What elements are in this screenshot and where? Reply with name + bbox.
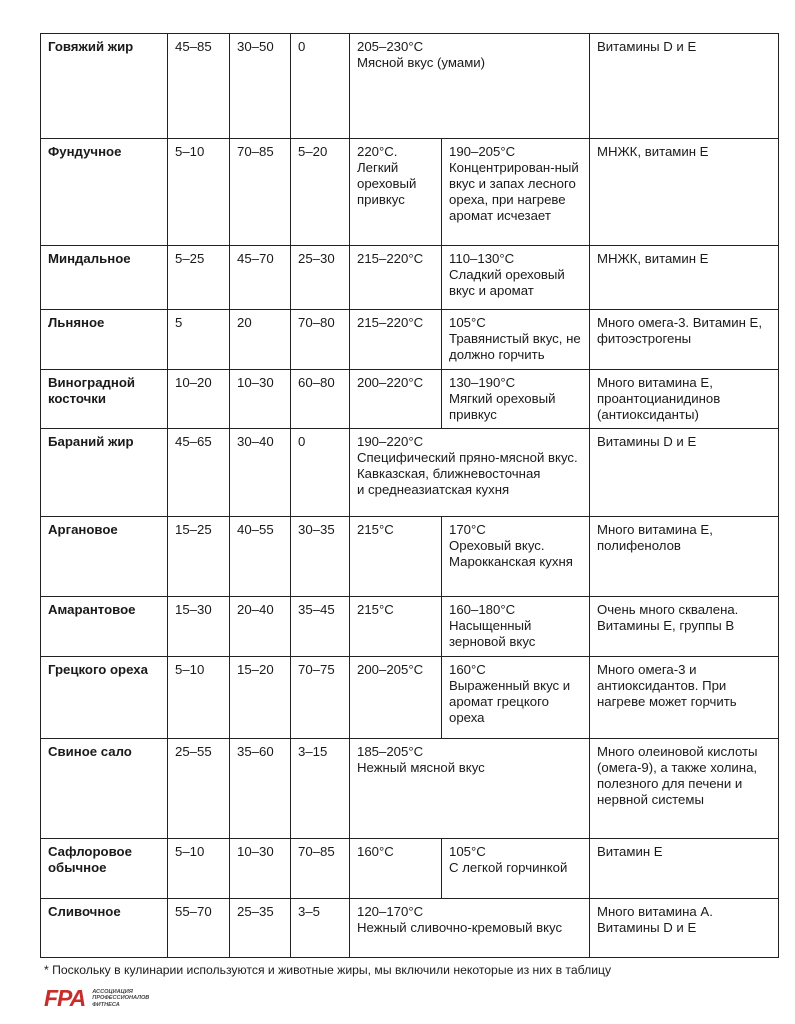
cell-sat: 5–10 (167, 656, 230, 739)
table-row: Говяжий жир 45–85 30–50 0 205–230°C Мясной в… (40, 33, 779, 139)
cell-temp2: 110–130°C Сладкий ореховый вкус и аромат (441, 245, 590, 310)
cell-poly: 5–20 (290, 138, 350, 246)
cell-temp1: 215°C (349, 516, 442, 597)
cell-poly: 3–5 (290, 898, 350, 958)
cell-name: Аргановое (40, 516, 168, 597)
cell-name: Свиное сало (40, 738, 168, 839)
cell-notes: Много омега-3. Витамин E, фитоэстрогены (589, 309, 779, 370)
cell-sat: 5 (167, 309, 230, 370)
cell-poly: 70–75 (290, 656, 350, 739)
cell-notes: Много витамина E, проантоцианидинов (ант… (589, 369, 779, 429)
cell-temp2: 105°C Травянистый вкус, не должно горчит… (441, 309, 590, 370)
cell-name: Миндальное (40, 245, 168, 310)
table-row: Льняное 5 20 70–80 215–220°C 105°C Травянисты… (40, 309, 779, 370)
cell-poly: 25–30 (290, 245, 350, 310)
cell-temp1: 215°C (349, 596, 442, 657)
footnote: * Поскольку в кулинарии используются и ж… (44, 963, 612, 977)
cell-poly: 0 (290, 428, 350, 517)
cell-temp-merged: 120–170°C Нежный сливочно-кремовый вкус (349, 898, 590, 958)
cell-sat: 25–55 (167, 738, 230, 839)
cell-temp-merged: 185–205°C Нежный мясной вкус (349, 738, 590, 839)
table-row: Аргановое 15–25 40–55 30–35 215°C 170°C Орехо… (40, 516, 779, 597)
cell-temp1: 200–205°C (349, 656, 442, 739)
cell-poly: 30–35 (290, 516, 350, 597)
table-row: Бараний жир 45–65 30–40 0 190–220°C Специфич… (40, 428, 779, 517)
cell-mono: 45–70 (229, 245, 291, 310)
cell-temp2: 160°C Выраженный вкус и аромат грецкого … (441, 656, 590, 739)
cell-notes: Витамин E (589, 838, 779, 899)
cell-notes: Много олеиновой кислоты (омега-9), а так… (589, 738, 779, 839)
cell-mono: 10–30 (229, 838, 291, 899)
cell-temp-merged: 205–230°C Мясной вкус (умами) (349, 33, 590, 139)
cell-notes: Много витамина A. Витамины D и E (589, 898, 779, 958)
cell-sat: 5–10 (167, 138, 230, 246)
cell-mono: 35–60 (229, 738, 291, 839)
table-row: Амарантовое 15–30 20–40 35–45 215°C 160–180°C… (40, 596, 779, 657)
table-row: Грецкого ореха 5–10 15–20 70–75 200–205°C 160… (40, 656, 779, 739)
cell-temp1: 160°C (349, 838, 442, 899)
cell-notes: Много омега-3 и антиоксидантов. При нагр… (589, 656, 779, 739)
cell-poly: 70–80 (290, 309, 350, 370)
cell-temp2: 130–190°C Мягкий ореховый привкус (441, 369, 590, 429)
cell-sat: 55–70 (167, 898, 230, 958)
cell-poly: 60–80 (290, 369, 350, 429)
cell-poly: 3–15 (290, 738, 350, 839)
cell-mono: 10–30 (229, 369, 291, 429)
cell-sat: 10–20 (167, 369, 230, 429)
cell-mono: 25–35 (229, 898, 291, 958)
cell-temp2: 160–180°C Насыщенный зерновой вкус (441, 596, 590, 657)
table-row: Свиное сало 25–55 35–60 3–15 185–205°C Нежны… (40, 738, 779, 839)
cell-temp1: 220°C. Легкий ореховый привкус (349, 138, 442, 246)
cell-mono: 20–40 (229, 596, 291, 657)
cell-name: Сафлоровое обычное (40, 838, 168, 899)
logo-mark: FPA (44, 985, 86, 1011)
cell-notes: МНЖК, витамин E (589, 138, 779, 246)
cell-poly: 70–85 (290, 838, 350, 899)
table-row: Миндальное 5–25 45–70 25–30 215–220°C 110–130… (40, 245, 779, 310)
cell-name: Бараний жир (40, 428, 168, 517)
table-row: Фундучное 5–10 70–85 5–20 220°C. Легкий орех… (40, 138, 779, 246)
logo-text: АССОЦИАЦИЯ ПРОФЕССИОНАЛОВ ФИТНЕСА (92, 988, 150, 1008)
cell-sat: 5–25 (167, 245, 230, 310)
table-row: Сливочное 55–70 25–35 3–5 120–170°C Нежный с… (40, 898, 779, 958)
cell-temp-merged: 190–220°C Специфический пряно-мясной вку… (349, 428, 590, 517)
cell-name: Сливочное (40, 898, 168, 958)
cell-poly: 35–45 (290, 596, 350, 657)
cell-mono: 30–40 (229, 428, 291, 517)
fpa-logo: FPA АССОЦИАЦИЯ ПРОФЕССИОНАЛОВ ФИТНЕСА (44, 985, 149, 1012)
cell-sat: 15–30 (167, 596, 230, 657)
cell-poly: 0 (290, 33, 350, 139)
cell-temp2: 190–205°C Концентрирован-ный вкус и запа… (441, 138, 590, 246)
cell-sat: 45–85 (167, 33, 230, 139)
cell-mono: 70–85 (229, 138, 291, 246)
table-row: Виноградной косточки 10–20 10–30 60–80 200–2… (40, 369, 779, 429)
cell-mono: 15–20 (229, 656, 291, 739)
cell-notes: Очень много сквалена. Витамины E, группы… (589, 596, 779, 657)
cell-notes: Много витамина E, полифенолов (589, 516, 779, 597)
cell-temp1: 215–220°C (349, 309, 442, 370)
cell-name: Фундучное (40, 138, 168, 246)
cell-mono: 20 (229, 309, 291, 370)
cell-notes: МНЖК, витамин E (589, 245, 779, 310)
cell-sat: 45–65 (167, 428, 230, 517)
cell-mono: 30–50 (229, 33, 291, 139)
cell-temp1: 215–220°C (349, 245, 442, 310)
table-row: Сафлоровое обычное 5–10 10–30 70–85 160°C 105… (40, 838, 779, 899)
cell-name: Говяжий жир (40, 33, 168, 139)
cell-name: Виноградной косточки (40, 369, 168, 429)
cell-sat: 15–25 (167, 516, 230, 597)
cell-temp2: 170°C Ореховый вкус. Марокканская кухня (441, 516, 590, 597)
cell-temp1: 200–220°C (349, 369, 442, 429)
cell-name: Амарантовое (40, 596, 168, 657)
cell-temp2: 105°C С легкой горчинкой (441, 838, 590, 899)
cell-mono: 40–55 (229, 516, 291, 597)
cell-sat: 5–10 (167, 838, 230, 899)
cell-notes: Витамины D и E (589, 428, 779, 517)
oils-table: Говяжий жир 45–85 30–50 0 205–230°C Мясной в… (40, 33, 779, 958)
cell-notes: Витамины D и E (589, 33, 779, 139)
cell-name: Льняное (40, 309, 168, 370)
cell-name: Грецкого ореха (40, 656, 168, 739)
